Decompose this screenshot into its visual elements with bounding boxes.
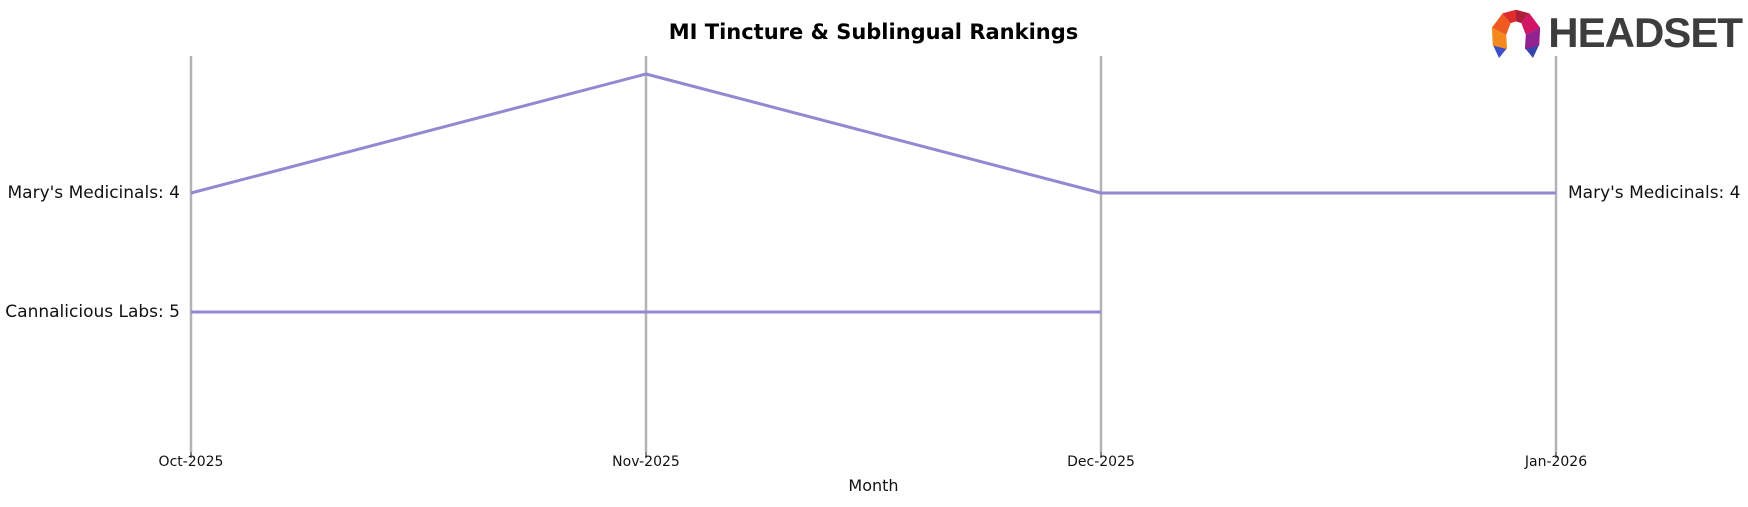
month-tick-label: Dec-2025 [1067,454,1135,470]
series-left-label: Cannalicious Labs: 5 [5,302,180,322]
x-axis-title: Month [848,476,899,495]
series-right-label: Mary's Medicinals: 4 [1568,183,1741,203]
headset-logo-icon [1492,9,1541,58]
chart-title: MI Tincture & Sublingual Rankings [668,20,1079,44]
month-tick-label: Jan-2026 [1524,454,1588,470]
headset-logo: HEADSET [1489,8,1743,58]
month-tick-label: Oct-2025 [158,454,224,470]
ranking-line [190,72,1556,195]
month-tick-label: Nov-2025 [612,454,680,470]
series-left-label: Mary's Medicinals: 4 [7,183,181,203]
headset-logo-wordmark: HEADSET [1548,9,1743,56]
